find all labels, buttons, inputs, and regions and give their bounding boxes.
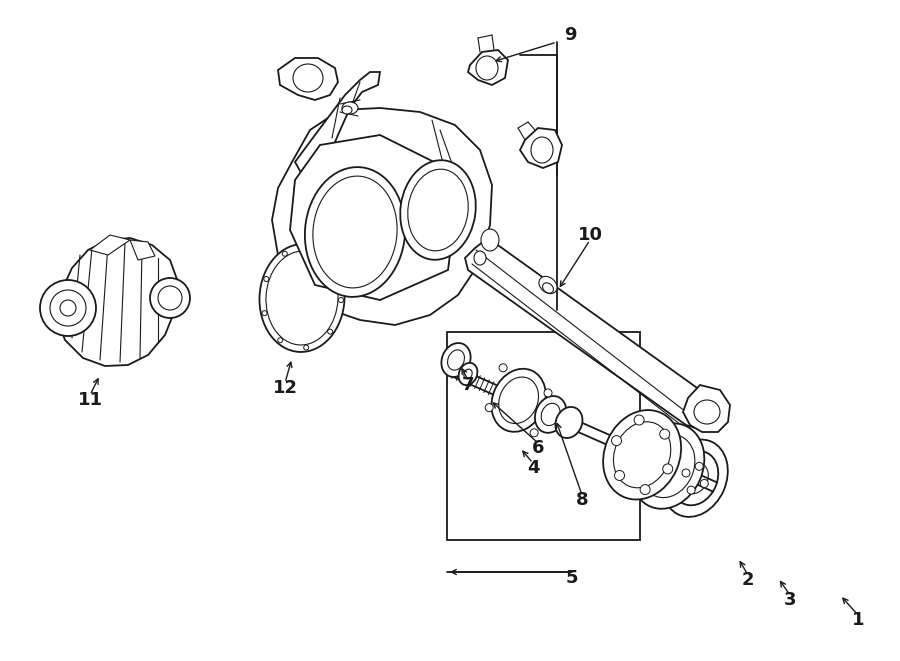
Ellipse shape [305,167,405,297]
Circle shape [660,429,670,439]
Circle shape [60,300,76,316]
Circle shape [50,290,86,326]
Polygon shape [683,385,730,432]
Circle shape [150,278,190,318]
Circle shape [530,429,538,437]
Ellipse shape [266,251,338,345]
Circle shape [40,280,96,336]
Circle shape [500,364,507,371]
Circle shape [640,485,650,494]
Ellipse shape [342,106,352,114]
Circle shape [262,311,267,316]
Circle shape [662,464,672,474]
Ellipse shape [313,176,397,288]
Polygon shape [468,50,508,85]
Polygon shape [520,128,562,168]
Text: 10: 10 [578,226,602,244]
Circle shape [309,247,314,252]
Circle shape [682,469,690,477]
Ellipse shape [531,137,553,163]
Polygon shape [57,238,178,366]
Text: 1: 1 [851,611,864,629]
Ellipse shape [499,377,538,424]
Text: 6: 6 [532,439,544,457]
Circle shape [283,251,287,256]
Text: 5: 5 [566,569,578,587]
Text: 7: 7 [462,376,474,394]
Ellipse shape [603,410,681,500]
Circle shape [331,265,336,270]
Ellipse shape [342,102,358,114]
Ellipse shape [441,343,471,377]
Text: 4: 4 [526,459,539,477]
Ellipse shape [408,169,468,251]
Circle shape [544,389,552,397]
Ellipse shape [555,407,582,438]
Ellipse shape [631,424,705,509]
Polygon shape [278,58,338,100]
Polygon shape [295,72,380,185]
Circle shape [328,329,333,334]
Ellipse shape [400,160,476,260]
Polygon shape [272,108,492,325]
Circle shape [611,436,622,446]
Ellipse shape [458,363,478,385]
Circle shape [615,471,625,481]
Ellipse shape [491,369,545,432]
Ellipse shape [474,251,486,265]
Circle shape [695,462,703,471]
Ellipse shape [539,276,557,293]
Ellipse shape [614,422,670,488]
Circle shape [338,297,344,303]
Circle shape [264,276,269,282]
Ellipse shape [682,463,708,494]
Ellipse shape [543,283,553,293]
Circle shape [687,486,695,494]
Ellipse shape [447,350,464,370]
Polygon shape [465,238,715,430]
Polygon shape [290,135,460,300]
Circle shape [158,286,182,310]
Circle shape [485,404,493,412]
Polygon shape [130,240,155,260]
Text: 8: 8 [576,491,589,509]
Text: 11: 11 [77,391,103,409]
Circle shape [700,479,708,487]
Ellipse shape [694,400,720,424]
Text: 12: 12 [273,379,298,397]
Ellipse shape [662,440,728,517]
Text: 9: 9 [563,26,576,44]
Circle shape [634,415,644,425]
Ellipse shape [476,56,498,80]
Circle shape [303,345,309,350]
Circle shape [278,338,283,342]
Ellipse shape [464,369,472,379]
Text: 3: 3 [784,591,796,609]
Ellipse shape [535,396,566,433]
Text: 2: 2 [742,571,754,589]
Ellipse shape [481,229,499,251]
Ellipse shape [259,244,345,352]
Ellipse shape [672,451,718,505]
Ellipse shape [641,434,695,498]
Ellipse shape [293,64,323,92]
Polygon shape [90,235,130,255]
Ellipse shape [541,403,560,426]
